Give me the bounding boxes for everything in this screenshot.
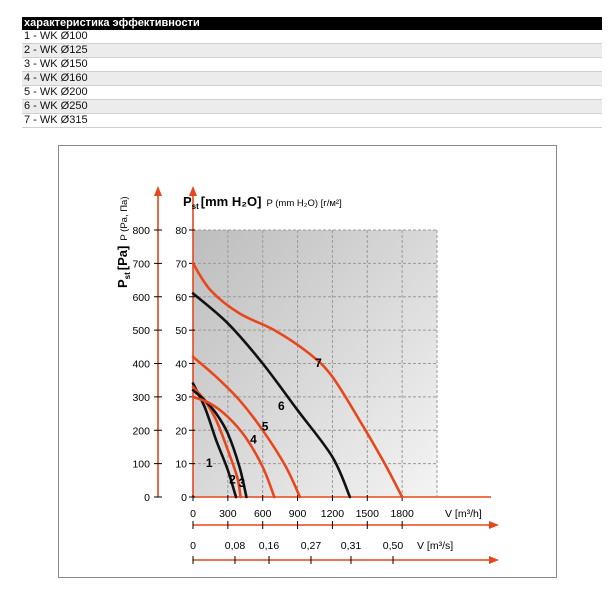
y-pa-tick-label-5: 500 <box>132 325 150 337</box>
y-mm-tick-label-4: 40 <box>175 359 187 371</box>
x-tick-label-1: 300 <box>219 508 237 520</box>
curve-label-1: 1 <box>206 456 213 470</box>
y-pa-tick-label-8: 800 <box>132 225 150 237</box>
curve-label-4: 4 <box>250 433 257 447</box>
x-tick-label-0: 0 <box>190 508 196 520</box>
top-title: Pst [mm H₂O] P (mm H₂O) [г/м²] <box>183 194 342 211</box>
curve-6 <box>191 292 352 499</box>
curve-7 <box>191 262 404 499</box>
x-axis-label: V [m³/h] <box>445 508 482 520</box>
curve-label-2: 2 <box>229 473 236 487</box>
x2-axis-label: V [m³/s] <box>417 540 453 552</box>
x-axis-m3h-arrow <box>489 521 499 529</box>
y-axis-pa-arrow <box>154 186 162 196</box>
y-mm-tick-label-5: 50 <box>175 325 187 337</box>
x-tick-label-5: 1500 <box>356 508 380 520</box>
y-pa-tick-label-7: 700 <box>132 258 150 270</box>
y-pa-tick-label-0: 0 <box>144 492 150 504</box>
y-mm-tick-label-7: 70 <box>175 258 187 270</box>
spec-row-6: 6 - WK Ø250 <box>22 100 602 114</box>
spec-row-3: 3 - WK Ø150 <box>22 58 602 72</box>
y-mm-tick-label-8: 80 <box>175 225 187 237</box>
y-axis-label: Pst[Pa]P (Pa, Па) <box>115 196 132 288</box>
x2-tick-label-0: 0 <box>190 540 196 552</box>
x2-tick-label-5: 0,50 <box>383 540 404 552</box>
spec-row-1: 1 - WK Ø100 <box>22 30 602 44</box>
y-mm-tick-label-6: 60 <box>175 292 187 304</box>
y-pa-tick-label-2: 200 <box>132 425 150 437</box>
x2-tick-label-4: 0,31 <box>341 540 362 552</box>
x-tick-label-3: 900 <box>289 508 307 520</box>
curve-4 <box>191 395 276 499</box>
y-pa-tick-label-6: 600 <box>132 292 150 304</box>
spec-table-header: характеристика эффективности <box>22 17 602 30</box>
curve-label-6: 6 <box>278 399 285 413</box>
x-tick-label-2: 600 <box>254 508 272 520</box>
y-pa-tick-label-1: 100 <box>132 459 150 471</box>
curve-label-3: 3 <box>238 476 245 490</box>
x-tick-label-4: 1200 <box>321 508 345 520</box>
curve-label-5: 5 <box>262 419 269 433</box>
x2-tick-label-1: 0,08 <box>225 540 246 552</box>
chart-frame: 0 0 100 10 200 20 300 30 400 40 500 50 600 60 700 70 800… <box>58 145 557 578</box>
x2-tick-label-3: 0,27 <box>301 540 322 552</box>
y-mm-tick-label-1: 10 <box>175 459 187 471</box>
spec-row-4: 4 - WK Ø160 <box>22 72 602 86</box>
x2-tick-label-2: 0,16 <box>259 540 280 552</box>
y-mm-tick-label-3: 30 <box>175 392 187 404</box>
curve-label-7: 7 <box>315 356 322 370</box>
x-tick-label-6: 1800 <box>390 508 414 520</box>
spec-row-5: 5 - WK Ø200 <box>22 86 602 100</box>
spec-row-7: 7 - WK Ø315 <box>22 114 602 128</box>
x-axis-m3s-arrow <box>489 556 499 564</box>
y-mm-tick-label-2: 20 <box>175 425 187 437</box>
y-mm-tick-label-0: 0 <box>181 492 187 504</box>
spec-row-2: 2 - WK Ø125 <box>22 44 602 58</box>
y-pa-tick-label-4: 400 <box>132 359 150 371</box>
y-pa-tick-label-3: 300 <box>132 392 150 404</box>
spec-table: характеристика эффективности 1 - WK Ø100… <box>22 17 602 128</box>
y-axis-arrow <box>189 186 197 196</box>
curve-5 <box>191 355 302 499</box>
